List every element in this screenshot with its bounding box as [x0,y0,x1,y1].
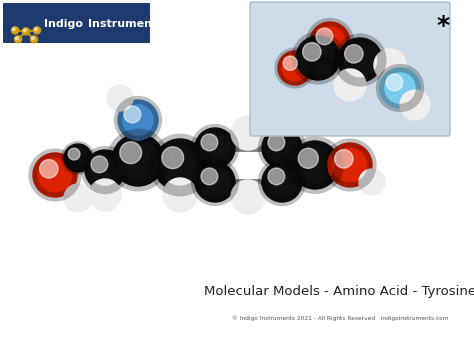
FancyBboxPatch shape [3,3,150,43]
Text: Molecular Models - Amino Acid - Tyrosine: Molecular Models - Amino Acid - Tyrosine [204,285,474,299]
Circle shape [262,128,302,168]
Circle shape [400,90,430,120]
Circle shape [85,150,125,190]
Circle shape [112,134,164,186]
Circle shape [107,85,133,111]
Circle shape [338,38,382,82]
Circle shape [328,143,372,187]
Circle shape [298,148,319,168]
Circle shape [32,37,34,40]
Circle shape [302,43,321,61]
Circle shape [268,134,285,151]
Circle shape [386,74,403,91]
Circle shape [231,180,265,214]
Circle shape [91,156,108,173]
Circle shape [11,27,18,34]
Circle shape [64,144,92,172]
Circle shape [120,142,142,164]
Circle shape [374,49,406,81]
Circle shape [30,36,37,43]
Circle shape [68,148,80,160]
Circle shape [201,168,218,185]
Circle shape [310,22,350,62]
Circle shape [335,149,353,168]
Circle shape [40,160,58,178]
Circle shape [12,28,15,31]
Circle shape [195,162,235,202]
Circle shape [296,36,340,80]
Circle shape [163,178,197,212]
FancyBboxPatch shape [250,2,450,136]
Circle shape [316,28,333,45]
Circle shape [16,37,18,40]
Text: Instruments: Instruments [88,19,164,29]
Circle shape [380,68,420,108]
Circle shape [22,28,29,35]
Circle shape [231,116,265,150]
Circle shape [268,168,285,185]
Circle shape [15,36,21,43]
Circle shape [162,147,183,169]
Circle shape [118,100,158,140]
Circle shape [359,169,385,195]
Circle shape [89,179,121,211]
Circle shape [35,28,37,31]
Circle shape [345,45,363,63]
Circle shape [278,51,312,85]
Circle shape [195,128,235,168]
Circle shape [124,106,141,123]
Circle shape [283,56,297,70]
Circle shape [334,69,366,101]
Circle shape [34,27,40,34]
Circle shape [33,153,77,197]
Text: *: * [437,14,449,38]
Circle shape [262,162,302,202]
Circle shape [64,184,92,212]
Circle shape [291,141,339,189]
Circle shape [24,29,27,32]
Circle shape [201,134,218,151]
Text: Indigo: Indigo [44,19,83,29]
Text: © Indigo Instruments 2021 - All Rights Reserved   indigoinstruments.com: © Indigo Instruments 2021 - All Rights R… [232,315,448,321]
Circle shape [154,139,206,191]
